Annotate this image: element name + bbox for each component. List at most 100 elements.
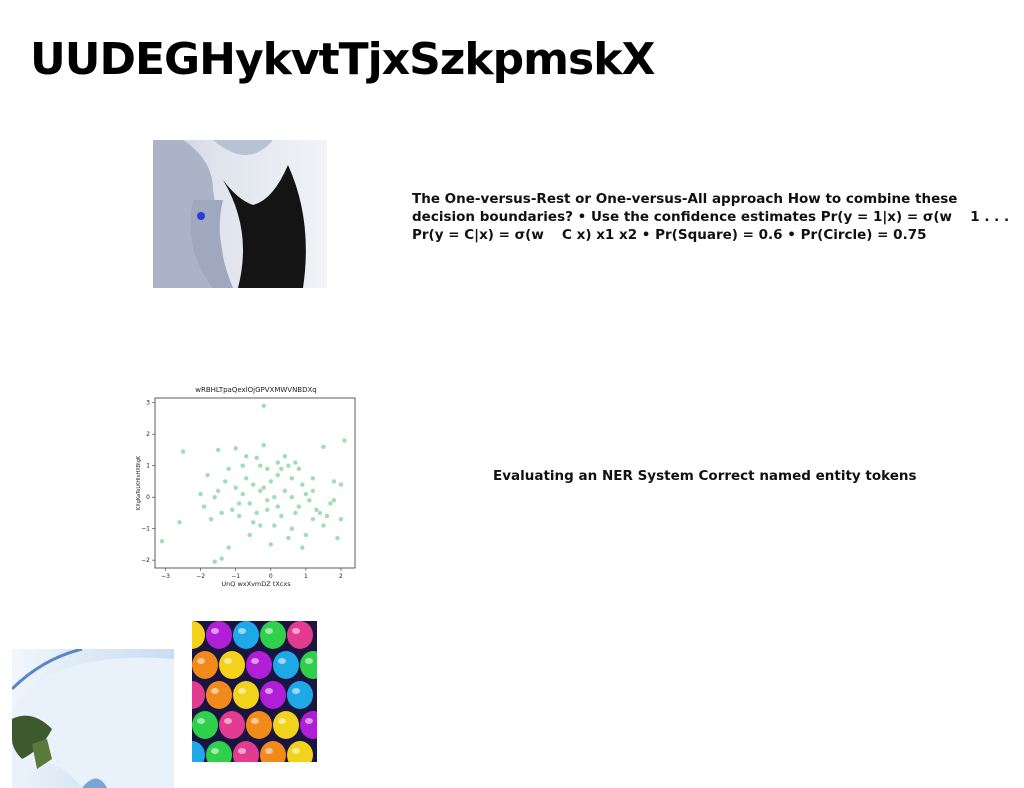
scatter-point: [215, 447, 221, 453]
scatter-point: [314, 507, 319, 512]
x-tick-label: 2: [339, 573, 343, 580]
scatter-point: [296, 504, 302, 509]
scatter-point: [229, 507, 235, 512]
scatter-point: [261, 403, 266, 409]
scatter-point: [215, 488, 221, 494]
ornament-ball: [246, 711, 272, 739]
scatter-point: [226, 545, 231, 550]
ornament-ball: [219, 711, 245, 739]
scatter-point: [233, 485, 238, 490]
scatter-point: [247, 501, 252, 506]
y-axis-label: KXgKaTeLKHIxHXBlgK: [136, 455, 142, 510]
scatter-point: [212, 494, 217, 500]
scatter-point: [219, 510, 224, 516]
x-tick-label: −2: [196, 573, 205, 580]
ornament-ball: [192, 681, 205, 709]
ornament-highlight: [292, 628, 300, 634]
scatter-point: [289, 526, 295, 531]
ornament-ball: [260, 621, 286, 649]
scatter-point: [219, 556, 224, 561]
scatter-point: [254, 510, 259, 516]
scatter-point: [258, 463, 263, 468]
y-tick-label: −2: [141, 557, 150, 564]
ornaments-illustration: [192, 621, 317, 762]
scatter-point: [159, 539, 165, 544]
scatter-point: [265, 498, 270, 503]
ornament-ball: [273, 711, 299, 739]
scatter-point: [282, 488, 288, 494]
scatter-point: [212, 559, 217, 564]
chart-title: wRBHLTpaQexlOjGPVXMWVNBDXq: [195, 386, 316, 394]
ornament-ball: [192, 711, 218, 739]
scatter-point: [342, 438, 347, 443]
y-tick-label: 0: [146, 494, 150, 501]
ornament-highlight: [278, 658, 286, 664]
y-tick-label: 2: [146, 431, 150, 438]
scatter-point: [310, 476, 316, 481]
scatter-point: [275, 504, 281, 509]
scatter-point: [317, 510, 323, 516]
ornament-ball: [206, 741, 232, 762]
x-tick-label: −1: [231, 573, 240, 580]
scatter-point: [279, 513, 284, 519]
scatter-point: [261, 485, 266, 490]
scatter-point: [289, 494, 295, 500]
scatter-point: [251, 482, 256, 487]
ornament-ball: [192, 651, 218, 679]
scatter-point: [293, 460, 298, 465]
scatter-point: [268, 542, 273, 547]
scatter-point: [310, 517, 316, 522]
y-tick-label: 1: [146, 463, 150, 470]
ornament-ball: [246, 651, 272, 679]
scatter-point: [265, 507, 270, 512]
ornaments-photo: [192, 621, 317, 762]
scatter-point: [331, 498, 337, 503]
ornament-ball: [233, 681, 259, 709]
scatter-point: [258, 488, 263, 494]
ornament-highlight: [251, 718, 259, 724]
ornament-highlight: [211, 748, 219, 754]
scatter-point: [289, 476, 295, 481]
plot-frame: [154, 397, 356, 569]
x-tick-label: −3: [161, 573, 170, 580]
ornament-ball: [206, 621, 232, 649]
scatter-point: [244, 476, 249, 481]
ornament-highlight: [224, 718, 232, 724]
ornament-ball: [287, 681, 313, 709]
scatter-point: [247, 532, 252, 538]
y-tick-label: 3: [146, 400, 150, 407]
scatter-point: [307, 498, 312, 503]
ornament-ball: [273, 651, 299, 679]
ornament-highlight: [224, 658, 232, 664]
ornament-highlight: [251, 658, 259, 664]
scatter-point: [328, 501, 333, 506]
ornament-ball: [260, 681, 286, 709]
x-tick-label: 0: [269, 573, 273, 580]
ornament-highlight: [265, 748, 273, 754]
scatter-point: [300, 482, 305, 487]
scatter-point: [321, 523, 326, 528]
scatter-point: [272, 523, 277, 528]
scatter-point: [279, 466, 284, 472]
ornament-ball: [260, 741, 286, 762]
scatter-point: [321, 444, 326, 449]
scatter-point: [222, 479, 228, 484]
ornament-highlight: [292, 748, 300, 754]
ornament-highlight: [265, 628, 273, 634]
scatter-point: [251, 520, 256, 525]
scatter-point: [254, 455, 259, 461]
scatter-point: [296, 466, 302, 472]
ornament-highlight: [238, 688, 246, 694]
scatter-point: [275, 460, 281, 465]
ornament-ball: [192, 741, 205, 762]
scatter-point: [244, 454, 249, 459]
scatter-point: [261, 443, 266, 448]
x-axis-label: UnQ wxXvmDZ tXcxs: [221, 580, 291, 588]
x-tick-label: 1: [304, 573, 308, 580]
scatter-point: [303, 532, 309, 538]
scatter-point: [258, 523, 263, 528]
ornament-highlight: [305, 718, 313, 724]
scatter-point: [240, 463, 245, 468]
room-photo: [12, 649, 174, 788]
room-illustration: [12, 649, 174, 788]
